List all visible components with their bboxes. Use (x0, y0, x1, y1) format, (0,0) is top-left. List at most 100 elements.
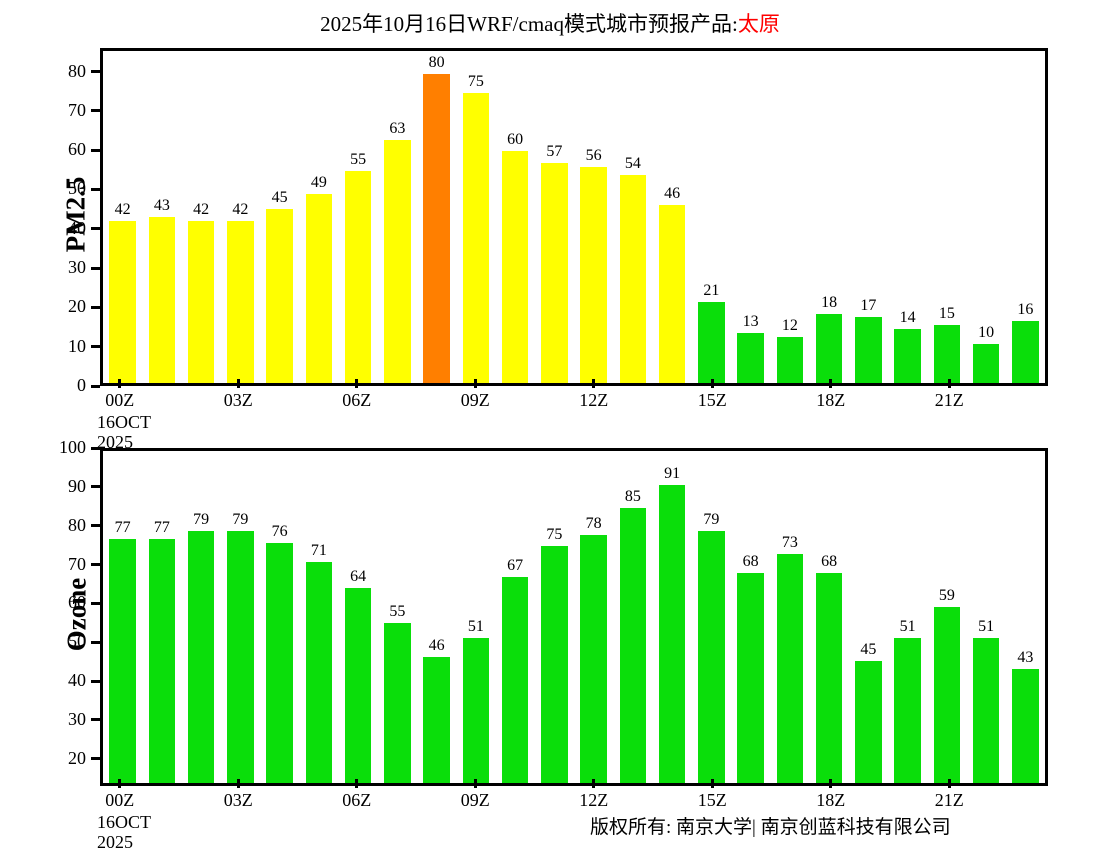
bar-value-label: 43 (153, 197, 170, 214)
y-tick-mark (91, 640, 100, 644)
bar-series-ozone: 77 77 79 79 76 71 64 55 46 51 67 75 78 85 91 79 68 73 68 45… (103, 451, 1045, 783)
y-tick-mark (91, 384, 100, 388)
bar-slot: 75 (535, 451, 574, 783)
bar-value-label: 55 (389, 602, 406, 620)
x-tick-mark (236, 379, 240, 388)
y-tick-label: 30 (68, 257, 86, 278)
bar-pm25-00Z[interactable]: 42 (109, 201, 136, 383)
bar-ozone-21Z[interactable]: 59 (933, 587, 961, 783)
bar-ozone-14Z[interactable]: 91 (658, 465, 686, 783)
bar-value-label: 12 (781, 316, 798, 334)
bar-pm25-22Z[interactable]: 10 (972, 324, 1000, 383)
plot-area-ozone: 77 77 79 79 76 71 64 55 46 51 67 75 78 85 91 79 68 73 68 45… (103, 451, 1045, 783)
bar-pm25-07Z[interactable]: 63 (384, 120, 411, 383)
bar-pm25-18Z[interactable]: 18 (815, 294, 843, 383)
bar-ozone-12Z[interactable]: 78 (580, 515, 607, 783)
bar-pm25-14Z[interactable]: 46 (658, 185, 686, 383)
bar-ozone-10Z[interactable]: 67 (501, 557, 529, 783)
bar-slot: 51 (456, 451, 495, 783)
bar-ozone-07Z[interactable]: 55 (384, 603, 411, 783)
bar-pm25-19Z[interactable]: 17 (855, 297, 882, 383)
y-tick-mark (91, 148, 100, 152)
bar-pm25-15Z[interactable]: 21 (698, 282, 725, 383)
bar-slot: 77 (103, 451, 142, 783)
bar-slot: 49 (299, 51, 338, 383)
bar-pm25-01Z[interactable]: 43 (148, 197, 176, 383)
bar-value-label: 64 (350, 568, 367, 586)
x-tick-label: 21Z (934, 790, 964, 810)
bar-pm25-17Z[interactable]: 12 (776, 317, 804, 383)
bar-value-label: 75 (467, 73, 484, 91)
bar-pm25-05Z[interactable]: 49 (305, 174, 333, 383)
bar-slot: 76 (260, 451, 299, 783)
bar-ozone-17Z[interactable]: 73 (776, 534, 804, 783)
bar-ozone-02Z[interactable]: 79 (187, 511, 215, 783)
bar-series-pm25: 42 43 42 42 45 49 55 63 80 75 60 57 56 54 46 21 13 12 18 17… (103, 51, 1045, 383)
bar-slot: 12 (770, 51, 809, 383)
bar-ozone-03Z[interactable]: 79 (227, 511, 254, 783)
bar-ozone-19Z[interactable]: 45 (855, 641, 882, 783)
bar-ozone-22Z[interactable]: 51 (972, 618, 1000, 783)
y-tick-mark (91, 757, 100, 761)
bar-pm25-03Z[interactable]: 42 (227, 201, 254, 383)
bar-ozone-20Z[interactable]: 51 (894, 618, 921, 783)
y-axis-ozone: 20 30 40 50 60 70 80 90 100 (0, 437, 100, 786)
bar-pm25-08Z[interactable]: 80 (423, 54, 450, 383)
bar-pm25-13Z[interactable]: 54 (619, 155, 647, 383)
bar-pm25-20Z[interactable]: 14 (894, 309, 921, 383)
bar-ozone-15Z[interactable]: 79 (698, 511, 725, 783)
x-tick-label: 06Z (342, 390, 372, 410)
y-tick-mark (91, 718, 100, 722)
bar-pm25-04Z[interactable]: 45 (266, 189, 293, 383)
chart-panel-pm25: 42 43 42 42 45 49 55 63 80 75 60 57 56 54 46 21 13 12 18 17… (60, 48, 1048, 452)
y-tick-label: 50 (68, 631, 86, 652)
bar-value-label: 51 (899, 618, 916, 635)
bar-value-label: 78 (585, 514, 602, 532)
bar-pm25-12Z[interactable]: 56 (580, 147, 607, 383)
bar-value-label: 46 (428, 637, 445, 655)
bar-ozone-01Z[interactable]: 77 (148, 519, 176, 783)
bar-value-label: 68 (821, 553, 838, 571)
bar-pm25-16Z[interactable]: 13 (737, 313, 764, 383)
y-tick-label: 70 (68, 99, 86, 120)
bar-ozone-16Z[interactable]: 68 (737, 553, 764, 783)
bar-ozone-05Z[interactable]: 71 (305, 542, 333, 783)
bar-ozone-09Z[interactable]: 51 (462, 618, 490, 783)
bar-value-label: 73 (781, 534, 798, 552)
bar-slot: 68 (810, 451, 849, 783)
bar-pm25-11Z[interactable]: 57 (541, 143, 568, 383)
bar-pm25-23Z[interactable]: 16 (1012, 301, 1039, 383)
y-tick-mark (91, 227, 100, 231)
bar-value-label: 42 (193, 200, 210, 218)
bar-ozone-18Z[interactable]: 68 (815, 553, 843, 783)
bar-ozone-06Z[interactable]: 64 (344, 568, 372, 783)
bar-pm25-21Z[interactable]: 15 (933, 305, 961, 383)
bar-value-label: 45 (860, 640, 877, 658)
date-stamp-pm25: 16OCT 2025 (97, 412, 151, 452)
y-tick-label: 50 (68, 178, 86, 199)
bar-pm25-09Z[interactable]: 75 (462, 73, 490, 383)
y-tick-label: 100 (59, 437, 86, 457)
bar-pm25-06Z[interactable]: 55 (344, 151, 372, 383)
bar-value-label: 16 (1017, 301, 1034, 319)
bar-ozone-23Z[interactable]: 43 (1012, 649, 1039, 783)
bar-slot: 45 (260, 51, 299, 383)
bar-pm25-02Z[interactable]: 42 (187, 201, 215, 383)
bar-ozone-11Z[interactable]: 75 (541, 526, 568, 783)
bar-value-label: 68 (742, 553, 759, 571)
bar-value-label: 54 (624, 154, 641, 172)
bar-pm25-10Z[interactable]: 60 (501, 131, 529, 383)
x-tick-label: 12Z (579, 790, 609, 810)
bar-value-label: 42 (114, 200, 131, 218)
bar-ozone-08Z[interactable]: 46 (423, 637, 450, 783)
y-tick-label: 40 (68, 217, 86, 238)
bar-ozone-00Z[interactable]: 77 (109, 519, 136, 783)
bar-value-label: 79 (703, 511, 720, 529)
bar-value-label: 46 (664, 185, 681, 203)
plot-area-pm25: 42 43 42 42 45 49 55 63 80 75 60 57 56 54 46 21 13 12 18 17… (103, 51, 1045, 383)
bar-ozone-13Z[interactable]: 85 (619, 488, 647, 783)
y-tick-label: 40 (68, 670, 86, 691)
bar-ozone-04Z[interactable]: 76 (266, 523, 293, 783)
x-tick-mark (947, 379, 951, 388)
bar-slot: 79 (692, 451, 731, 783)
